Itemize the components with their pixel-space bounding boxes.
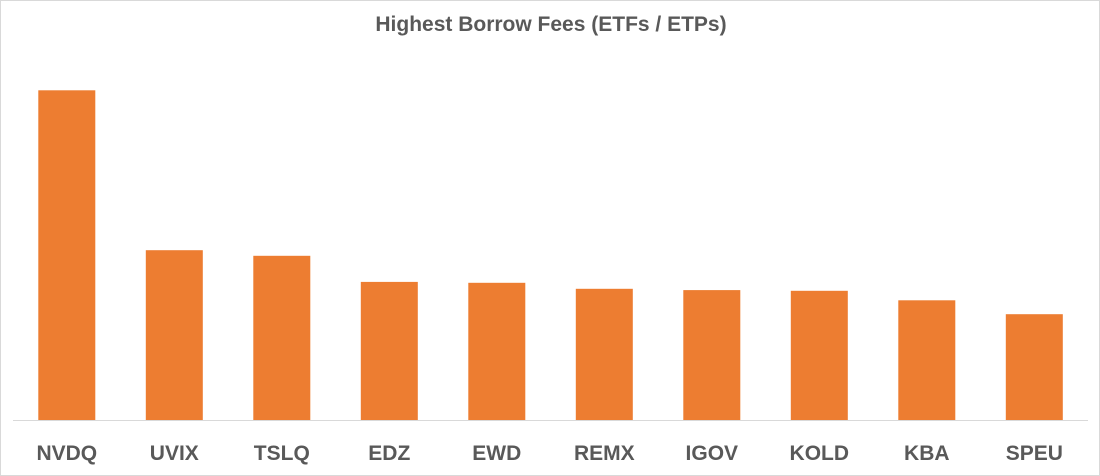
x-tick-label-kold: KOLD	[790, 442, 850, 465]
x-tick-label-igov: IGOV	[686, 442, 739, 465]
bar-kold	[790, 290, 848, 420]
bar-edz	[360, 281, 418, 420]
x-tick-label-uvix: UVIX	[150, 442, 199, 465]
bar-remx	[575, 288, 633, 420]
bar-uvix	[145, 250, 203, 420]
bar-ewd	[468, 282, 526, 420]
bar-speu	[1005, 314, 1063, 420]
chart-title: Highest Borrow Fees (ETFs / ETPs)	[375, 13, 727, 36]
x-tick-label-kba: KBA	[904, 442, 950, 465]
bar-kba	[898, 300, 956, 420]
x-tick-label-speu: SPEU	[1006, 442, 1063, 465]
x-tick-label-ewd: EWD	[472, 442, 521, 465]
tick-labels-group: NVDQ UVIX TSLQ EDZ EWD REMX IGOV KOLD KBA SPEU	[36, 442, 1062, 465]
x-tick-label-edz: EDZ	[368, 442, 410, 465]
bar-nvdq	[38, 90, 96, 421]
bar-igov	[683, 290, 741, 420]
bars-group	[38, 90, 1063, 421]
x-tick-label-tslq: TSLQ	[254, 442, 310, 465]
x-tick-label-remx: REMX	[574, 442, 635, 465]
x-tick-label-nvdq: NVDQ	[36, 442, 97, 465]
bar-tslq	[253, 255, 311, 420]
